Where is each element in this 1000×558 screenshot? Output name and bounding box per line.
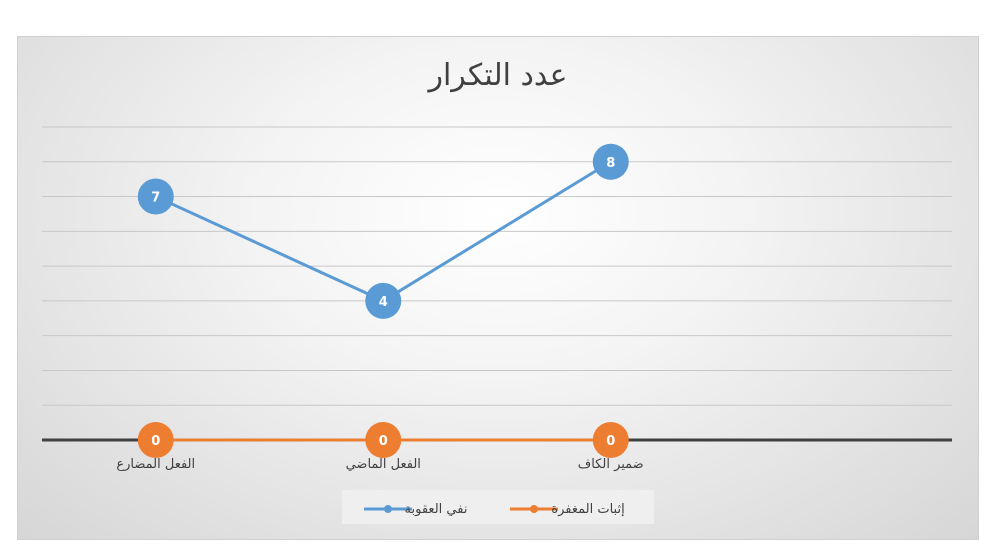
data-label: 0: [606, 434, 615, 449]
data-point: [137, 178, 174, 215]
data-label: 4: [379, 295, 388, 310]
x-tick-label: الفعل المضارع: [116, 457, 195, 472]
legend-label: إثبات المغفرة: [551, 502, 624, 517]
data-label: 8: [606, 156, 615, 171]
legend-marker: [530, 505, 538, 513]
data-point: [137, 422, 174, 458]
legend-label: نفي العقوبة: [405, 502, 468, 517]
x-tick-label: الفعل الماضي: [346, 457, 421, 472]
legend: إثبات المغفرة نفي العقوبة: [342, 490, 654, 524]
legend-marker: [384, 505, 392, 513]
chart-area: [17, 36, 979, 540]
data-label: 0: [151, 434, 160, 449]
data-label: 0: [379, 434, 388, 449]
chart-title: عدد التكرار: [426, 58, 567, 93]
data-point: [592, 143, 629, 180]
data-label: 7: [151, 191, 160, 206]
legend-box: [342, 490, 654, 524]
data-point: [365, 422, 402, 458]
data-point: [365, 282, 402, 319]
x-tick-label: ضمير الكاف: [578, 457, 644, 472]
data-point: [592, 422, 629, 458]
